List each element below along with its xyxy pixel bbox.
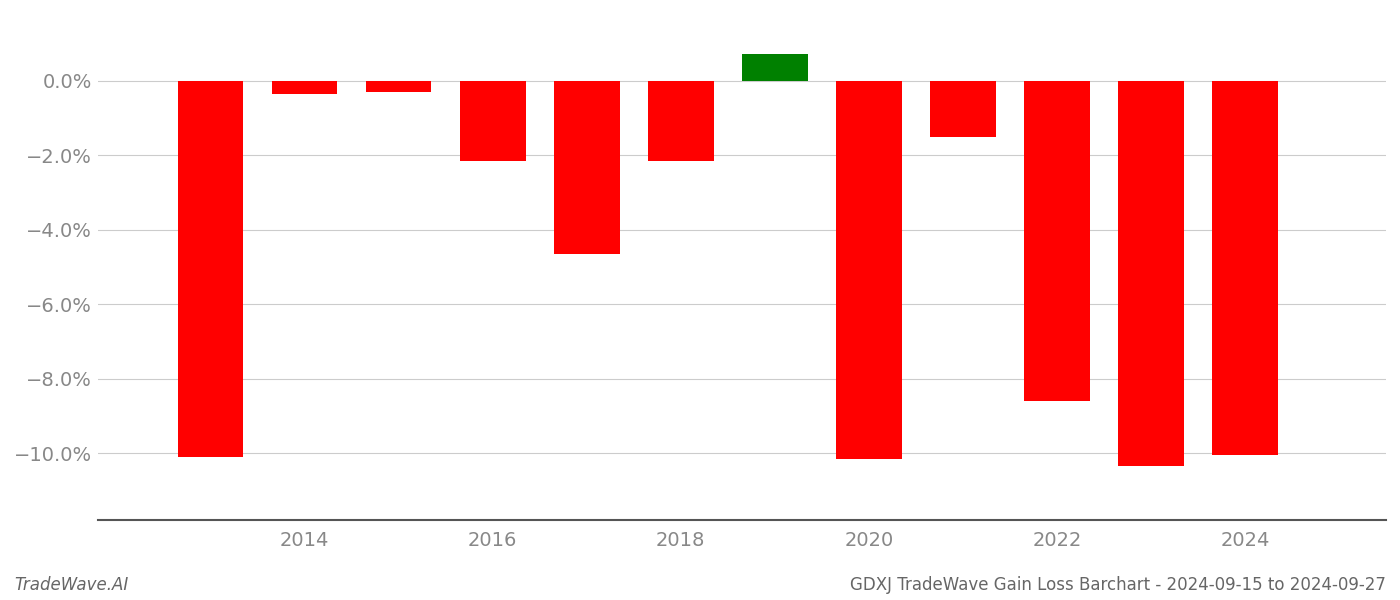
- Bar: [1023, 81, 1089, 401]
- Text: TradeWave.AI: TradeWave.AI: [14, 576, 129, 594]
- Bar: [648, 81, 714, 161]
- Bar: [836, 81, 902, 458]
- Bar: [459, 81, 525, 161]
- Bar: [1212, 81, 1278, 455]
- Bar: [1119, 81, 1184, 466]
- Bar: [272, 81, 337, 94]
- Bar: [554, 81, 620, 254]
- Bar: [742, 54, 808, 81]
- Bar: [365, 81, 431, 92]
- Bar: [930, 81, 995, 137]
- Text: GDXJ TradeWave Gain Loss Barchart - 2024-09-15 to 2024-09-27: GDXJ TradeWave Gain Loss Barchart - 2024…: [850, 576, 1386, 594]
- Bar: [178, 81, 244, 457]
